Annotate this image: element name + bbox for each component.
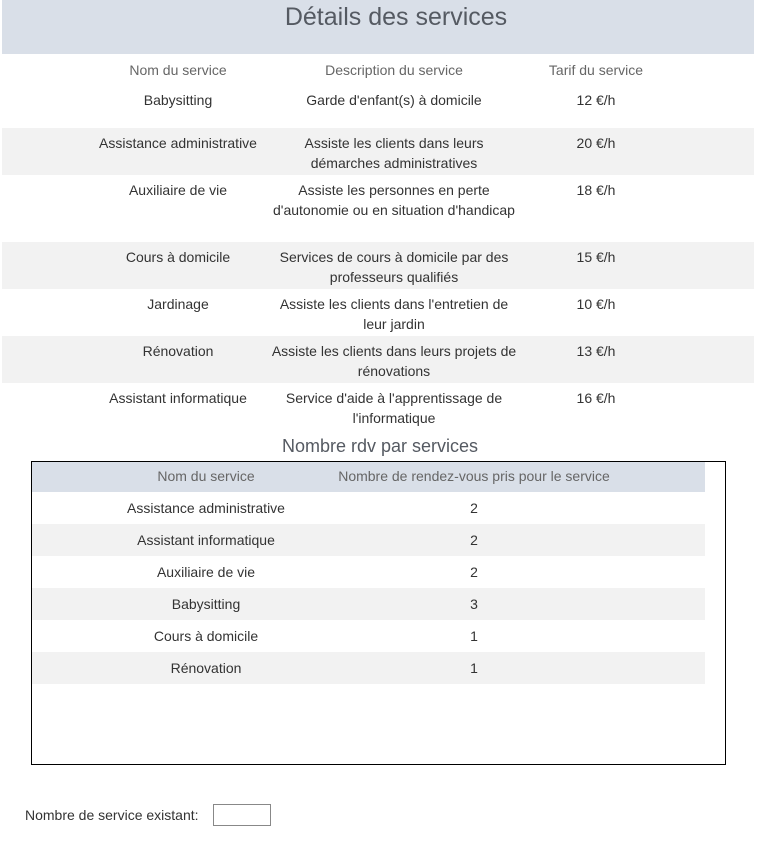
service-count-label: Nombre de service existant: (25, 807, 199, 823)
service-name: Cours à domicile (153, 628, 259, 644)
column-header-name: Nom du service (129, 62, 227, 78)
column-header-name: Nom du service (157, 468, 255, 484)
appointment-count: 2 (470, 564, 478, 580)
service-name: Babysitting (143, 92, 213, 108)
service-description: Assiste les clients dans leurs projets d… (271, 343, 517, 379)
services-table: Nom du service Description du service Ta… (2, 58, 754, 430)
service-description: Service d'aide à l'apprentissage de l'in… (285, 390, 503, 426)
appointments-table-header: Nom du service Nombre de rendez-vous pri… (32, 462, 705, 492)
service-description: Assiste les clients dans leurs démarches… (304, 135, 484, 171)
column-header-description: Description du service (325, 62, 463, 78)
table-row: Rénovation 1 (32, 652, 705, 684)
service-name: Assistant informatique (137, 532, 275, 548)
service-price: 15 €/h (576, 249, 616, 265)
service-name: Babysitting (171, 596, 241, 612)
appointment-count: 1 (470, 660, 478, 676)
table-row: Auxiliaire de vie Assiste les personnes … (2, 175, 754, 242)
table-row: Rénovation Assiste les clients dans leur… (2, 336, 754, 383)
column-header-price: Tarif du service (548, 62, 644, 78)
table-row: Babysitting 3 (32, 588, 705, 620)
appointment-count: 1 (470, 628, 478, 644)
services-table-header: Nom du service Description du service Ta… (2, 58, 754, 84)
service-price: 12 €/h (576, 92, 616, 108)
table-row: Babysitting Garde d'enfant(s) à domicile… (2, 84, 754, 128)
service-description: Garde d'enfant(s) à domicile (306, 92, 482, 108)
table-row: Assistance administrative 2 (32, 492, 705, 524)
appointment-count: 2 (470, 532, 478, 548)
service-name: Cours à domicile (125, 249, 231, 265)
appointment-count: 2 (470, 500, 478, 516)
service-name: Assistant informatique (109, 390, 247, 406)
service-name: Assistance administrative (99, 135, 257, 151)
service-name: Jardinage (147, 296, 209, 312)
service-price: 18 €/h (576, 182, 616, 198)
table-row: Assistant informatique Service d'aide à … (2, 383, 754, 430)
appointment-count: 3 (470, 596, 478, 612)
table-row: Auxiliaire de vie 2 (32, 556, 705, 588)
service-name: Rénovation (142, 343, 214, 359)
header-band (2, 0, 754, 54)
table-row: Jardinage Assiste les clients dans l'ent… (2, 289, 754, 336)
service-description: Assiste les clients dans l'entretien de … (279, 296, 509, 332)
service-name: Auxiliaire de vie (156, 564, 256, 580)
appointments-title: Nombre rdv par services (281, 436, 479, 456)
service-price: 10 €/h (576, 296, 616, 312)
service-count-input[interactable] (213, 804, 271, 826)
service-description: Assiste les personnes en perte d'autonom… (273, 182, 515, 218)
column-header-count: Nombre de rendez-vous pris pour le servi… (338, 468, 610, 484)
page-title: Détails des services (284, 3, 508, 31)
service-description: Services de cours à domicile par des pro… (279, 249, 509, 285)
service-name: Rénovation (170, 660, 242, 676)
service-price: 13 €/h (576, 343, 616, 359)
service-price: 16 €/h (576, 390, 616, 406)
table-row: Cours à domicile Services de cours à dom… (2, 242, 754, 289)
table-row: Cours à domicile 1 (32, 620, 705, 652)
service-name: Assistance administrative (127, 500, 285, 516)
table-row: Assistance administrative Assiste les cl… (2, 128, 754, 175)
appointments-table[interactable]: Nom du service Nombre de rendez-vous pri… (31, 461, 726, 765)
table-row: Assistant informatique 2 (32, 524, 705, 556)
service-price: 20 €/h (576, 135, 616, 151)
service-name: Auxiliaire de vie (128, 182, 228, 198)
